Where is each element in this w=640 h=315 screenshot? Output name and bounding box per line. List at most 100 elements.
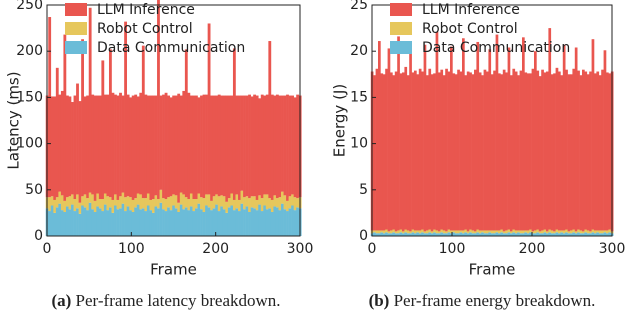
bar-segment bbox=[440, 232, 444, 236]
bar-segment bbox=[222, 209, 226, 236]
bar-segment bbox=[212, 208, 216, 236]
bar-segment bbox=[86, 198, 90, 211]
y-axis-label: Energy (J) bbox=[331, 84, 349, 157]
bar-segment bbox=[471, 233, 475, 236]
bar-segment bbox=[474, 233, 477, 236]
bar-segment bbox=[98, 208, 102, 236]
bar-segment bbox=[235, 208, 239, 236]
bar-segment bbox=[550, 74, 554, 231]
bar-segment bbox=[536, 232, 540, 236]
bar-segment bbox=[402, 231, 405, 234]
bar-segment bbox=[157, 208, 160, 236]
bar-segment bbox=[524, 232, 528, 236]
bar-segment bbox=[182, 90, 186, 195]
bar-segment bbox=[416, 232, 420, 236]
bar-segment bbox=[55, 67, 59, 198]
bar-segment bbox=[210, 210, 214, 236]
x-tick-label: 200 bbox=[202, 241, 229, 257]
bar-segment bbox=[255, 199, 259, 211]
bar-segment bbox=[466, 231, 470, 234]
bar-segment bbox=[519, 230, 523, 234]
bar-segment bbox=[258, 195, 262, 205]
bar-segment bbox=[582, 231, 585, 234]
bar-segment bbox=[555, 67, 559, 230]
bar-segment bbox=[486, 230, 489, 234]
bar-segment bbox=[243, 95, 246, 198]
y-tick-label: 0 bbox=[34, 228, 43, 244]
bar-segment bbox=[452, 73, 456, 231]
bar-segment bbox=[416, 74, 420, 231]
bar-segment bbox=[550, 233, 554, 236]
bar-segment bbox=[136, 96, 140, 194]
bar-segment bbox=[245, 95, 249, 197]
bar-segment bbox=[390, 233, 393, 236]
bar-segment bbox=[119, 92, 122, 197]
bar-segment bbox=[273, 95, 277, 196]
bar-segment bbox=[438, 231, 441, 234]
bar-segment bbox=[286, 94, 289, 201]
bar-segment bbox=[603, 50, 607, 231]
bar-segment bbox=[281, 191, 284, 204]
bar-segment bbox=[101, 60, 105, 200]
bar-segment bbox=[392, 232, 396, 236]
bar-segment bbox=[517, 75, 520, 231]
bar-segment bbox=[591, 39, 595, 230]
bar-segment bbox=[248, 198, 251, 212]
bar-segment bbox=[270, 199, 274, 212]
bar-segment bbox=[286, 211, 289, 236]
bar-segment bbox=[519, 233, 523, 236]
bar-segment bbox=[550, 230, 554, 234]
bar-segment bbox=[278, 95, 282, 198]
bar-segment bbox=[426, 230, 429, 234]
bar-segment bbox=[402, 72, 405, 232]
bar-segment bbox=[495, 232, 499, 236]
bar-segment bbox=[565, 232, 568, 236]
bar-segment bbox=[529, 232, 532, 236]
y-tick-label: 250 bbox=[16, 0, 43, 13]
bar-segment bbox=[182, 209, 186, 236]
bar-segment bbox=[601, 69, 604, 231]
bar-segment bbox=[174, 95, 178, 196]
bar-segment bbox=[164, 211, 168, 236]
bar-segment bbox=[606, 72, 609, 231]
bar-segment bbox=[505, 72, 508, 231]
bar-segment bbox=[174, 195, 178, 209]
bar-segment bbox=[139, 209, 143, 236]
bar-segment bbox=[529, 229, 532, 233]
bar-segment bbox=[81, 39, 84, 197]
legend-swatch bbox=[65, 3, 87, 16]
bar-segment bbox=[505, 233, 508, 236]
bar-segment bbox=[225, 212, 229, 236]
bar-segment bbox=[96, 95, 100, 194]
bar-segment bbox=[91, 94, 95, 195]
bar-segment bbox=[205, 194, 208, 206]
bar-segment bbox=[409, 233, 412, 236]
bar-segment bbox=[164, 92, 168, 200]
bar-segment bbox=[512, 229, 516, 233]
bar-segment bbox=[584, 232, 588, 236]
legend-label: LLM Inference bbox=[422, 2, 520, 18]
bar-segment bbox=[207, 194, 211, 208]
bar-segment bbox=[71, 194, 74, 205]
bar-segment bbox=[553, 231, 556, 234]
bar-segment bbox=[507, 232, 511, 236]
bar-segment bbox=[205, 205, 208, 236]
legend-swatch bbox=[390, 41, 412, 54]
bar-segment bbox=[486, 71, 489, 231]
bar-segment bbox=[423, 231, 427, 234]
bar-segment bbox=[603, 230, 607, 233]
bar-segment bbox=[582, 69, 585, 232]
bar-segment bbox=[215, 204, 219, 236]
bar-segment bbox=[93, 200, 97, 212]
bar-segment bbox=[538, 76, 542, 232]
bar-segment bbox=[433, 232, 436, 236]
legend-label: Data Communication bbox=[422, 40, 570, 56]
bar-segment bbox=[500, 232, 504, 236]
bar-segment bbox=[548, 232, 552, 236]
bar-segment bbox=[608, 73, 612, 230]
bar-segment bbox=[375, 230, 379, 234]
x-tick-label: 200 bbox=[519, 241, 546, 257]
bar-segment bbox=[442, 233, 446, 236]
bar-segment bbox=[577, 70, 580, 230]
bar-segment bbox=[402, 233, 405, 236]
